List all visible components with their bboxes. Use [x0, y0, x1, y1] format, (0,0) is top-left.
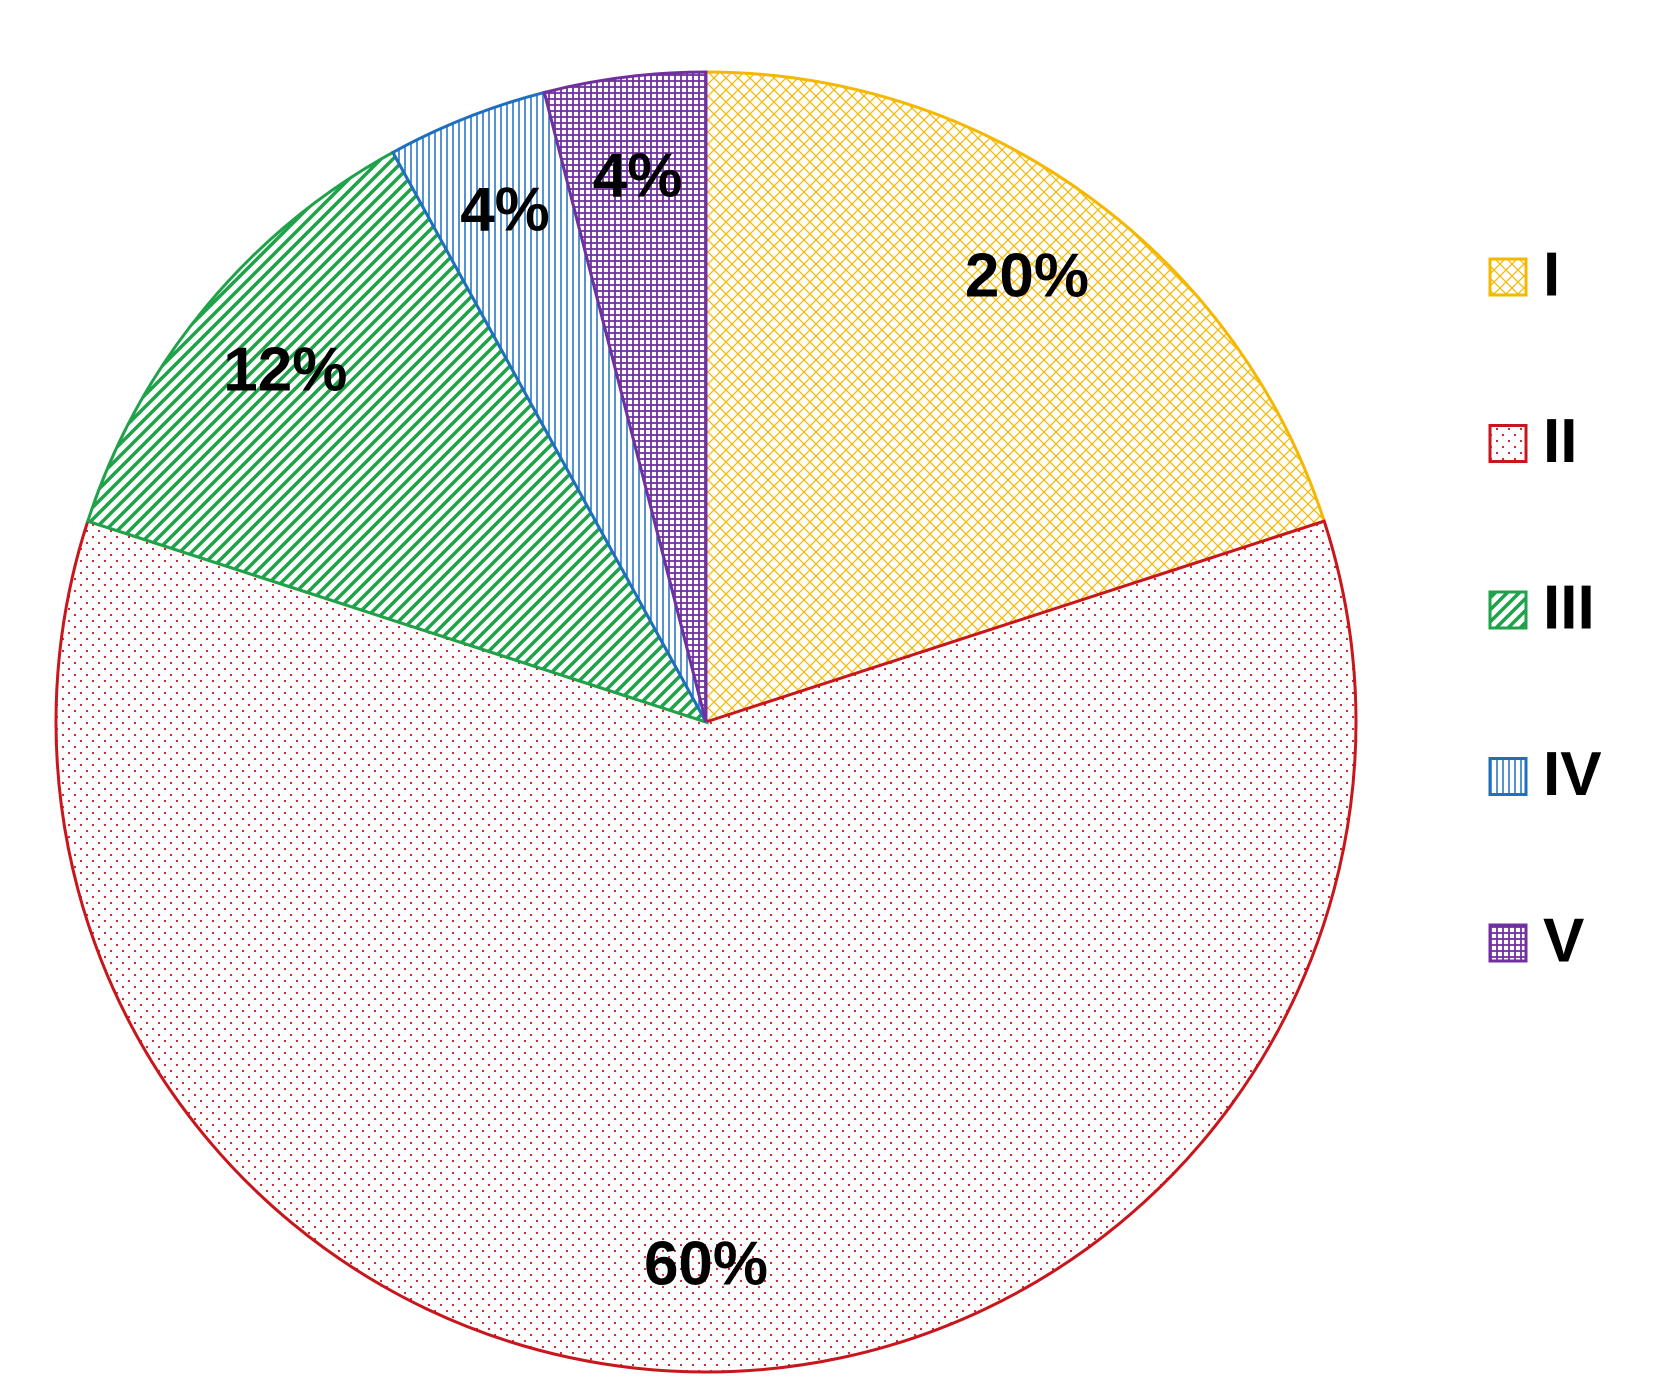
legend-swatch: [1488, 923, 1528, 963]
pie-slice: [542, 70, 708, 723]
data-label: 4%: [593, 142, 683, 211]
legend-label: III: [1543, 573, 1595, 642]
pie-slice: [54, 519, 1358, 1374]
legend-label: V: [1543, 906, 1584, 975]
legend-swatch: [1488, 757, 1528, 796]
data-label: 12%: [223, 335, 347, 404]
legend-swatch: [1488, 590, 1528, 630]
legend-label: I: [1543, 240, 1560, 309]
pie-slice: [85, 150, 710, 725]
data-label: 20%: [965, 242, 1089, 311]
pie-slice: [704, 70, 1327, 725]
legend-swatch: [1488, 257, 1528, 297]
legend-label: IV: [1543, 740, 1602, 809]
data-label: 4%: [460, 176, 550, 245]
legend-swatch: [1488, 424, 1528, 463]
legend-label: II: [1543, 407, 1577, 476]
data-label: 60%: [644, 1229, 768, 1298]
